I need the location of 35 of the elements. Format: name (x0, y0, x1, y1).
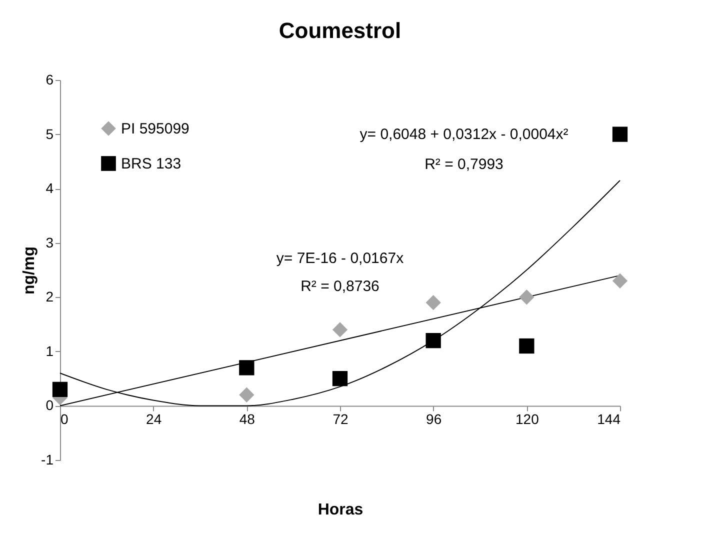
x-tick-label: 96 (426, 411, 442, 428)
legend-label: BRS 133 (121, 156, 182, 172)
y-axis-title: ng/mg (21, 246, 38, 294)
point (239, 387, 254, 402)
point (332, 322, 348, 338)
x-tick-label: 48 (239, 411, 256, 428)
point (239, 360, 254, 376)
y-tick-label: 6 (46, 72, 54, 88)
y-tick-label: 5 (46, 126, 54, 142)
annotation: y= 0,6048 + 0,0312x - 0,0004x² (360, 126, 568, 143)
point (332, 370, 348, 386)
point (52, 382, 68, 398)
point (612, 273, 628, 288)
annotation: y= 7E-16 - 0,0167x (276, 250, 404, 267)
y-tick-label: -1 (41, 452, 54, 468)
point (612, 126, 628, 142)
point (519, 290, 534, 305)
annotation: R² = 0,7993 (424, 156, 504, 173)
point (519, 338, 534, 354)
y-tick-label: 3 (46, 234, 54, 250)
x-tick-label: 144 (597, 411, 621, 428)
x-tick-label: 120 (515, 411, 540, 428)
annotation: R² = 0,8736 (300, 278, 380, 295)
x-axis-title: Horas (318, 502, 364, 518)
x-tick-label: 72 (332, 411, 348, 428)
x-tick-label: 0 (60, 411, 68, 428)
y-tick-label: 2 (46, 288, 54, 305)
y-tick-label: 1 (46, 342, 54, 359)
legend-label: PI 595099 (121, 120, 190, 138)
x-tick-label: 24 (146, 411, 162, 428)
y-tick-label: 4 (46, 180, 54, 196)
chart-title: Coumestrol (278, 18, 402, 43)
point (426, 332, 441, 348)
point (426, 294, 441, 310)
y-tick-label: 0 (46, 397, 54, 414)
